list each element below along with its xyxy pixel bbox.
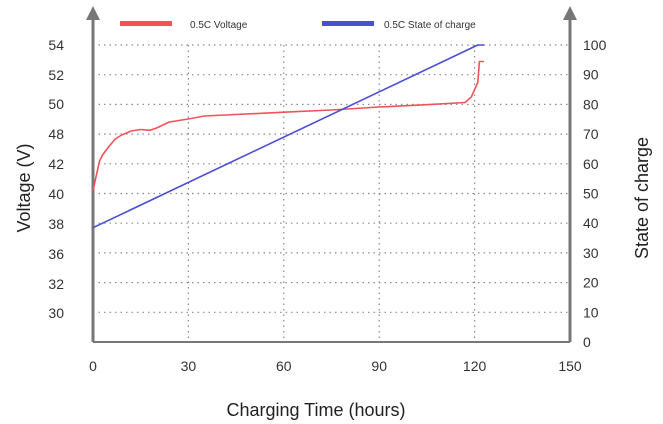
y-right-tick-label: 50 bbox=[583, 186, 599, 202]
x-axis-title: Charging Time (hours) bbox=[226, 400, 405, 420]
y-axis-right-arrow bbox=[563, 6, 577, 20]
tick-labels: 0 30 60 90 120 150545250484240383632301009080… bbox=[48, 37, 606, 374]
y-axis-right-title: State of charge bbox=[632, 137, 652, 259]
legend-swatch bbox=[322, 21, 374, 26]
data-series bbox=[92, 44, 485, 229]
x-tick-label: 60 bbox=[276, 358, 292, 374]
x-tick-label: 30 bbox=[181, 358, 197, 374]
legend-swatch bbox=[120, 21, 172, 26]
y-left-tick-label: 54 bbox=[48, 37, 64, 53]
y-right-tick-label: 10 bbox=[583, 304, 599, 320]
y-left-tick-label: 42 bbox=[48, 156, 64, 172]
y-axis-left-title: Voltage (V) bbox=[14, 143, 34, 232]
y-right-tick-label: 100 bbox=[583, 37, 607, 53]
y-right-tick-label: 80 bbox=[583, 96, 599, 112]
y-left-tick-label: 52 bbox=[48, 67, 64, 83]
y-right-tick-label: 20 bbox=[583, 275, 599, 291]
series-line bbox=[92, 44, 485, 229]
x-tick-label: 150 bbox=[558, 358, 582, 374]
y-left-tick-label: 40 bbox=[48, 186, 64, 202]
y-right-tick-label: 0 bbox=[583, 334, 591, 350]
x-tick-label: 0 bbox=[89, 358, 97, 374]
y-right-tick-label: 90 bbox=[583, 67, 599, 83]
legend: 0.5C Voltage 0.5C State of charge bbox=[120, 20, 476, 31]
x-tick-label: 120 bbox=[463, 358, 487, 374]
y-right-tick-label: 70 bbox=[583, 126, 599, 142]
y-right-tick-label: 30 bbox=[583, 245, 599, 261]
y-left-tick-label: 50 bbox=[48, 96, 64, 112]
y-left-tick-label: 48 bbox=[48, 126, 64, 142]
x-tick-label: 90 bbox=[371, 358, 387, 374]
legend-label: 0.5C Voltage bbox=[190, 20, 248, 31]
y-left-tick-label: 30 bbox=[48, 305, 64, 321]
y-left-tick-label: 36 bbox=[48, 246, 64, 262]
legend-label: 0.5C State of charge bbox=[384, 20, 476, 31]
y-right-tick-label: 40 bbox=[583, 215, 599, 231]
y-axis-left-arrow bbox=[86, 6, 100, 20]
y-right-tick-label: 60 bbox=[583, 156, 599, 172]
y-left-tick-label: 32 bbox=[48, 276, 64, 292]
grid-lines bbox=[93, 44, 570, 342]
axes bbox=[86, 6, 577, 343]
y-left-tick-label: 38 bbox=[48, 216, 64, 232]
series-line bbox=[92, 60, 485, 192]
